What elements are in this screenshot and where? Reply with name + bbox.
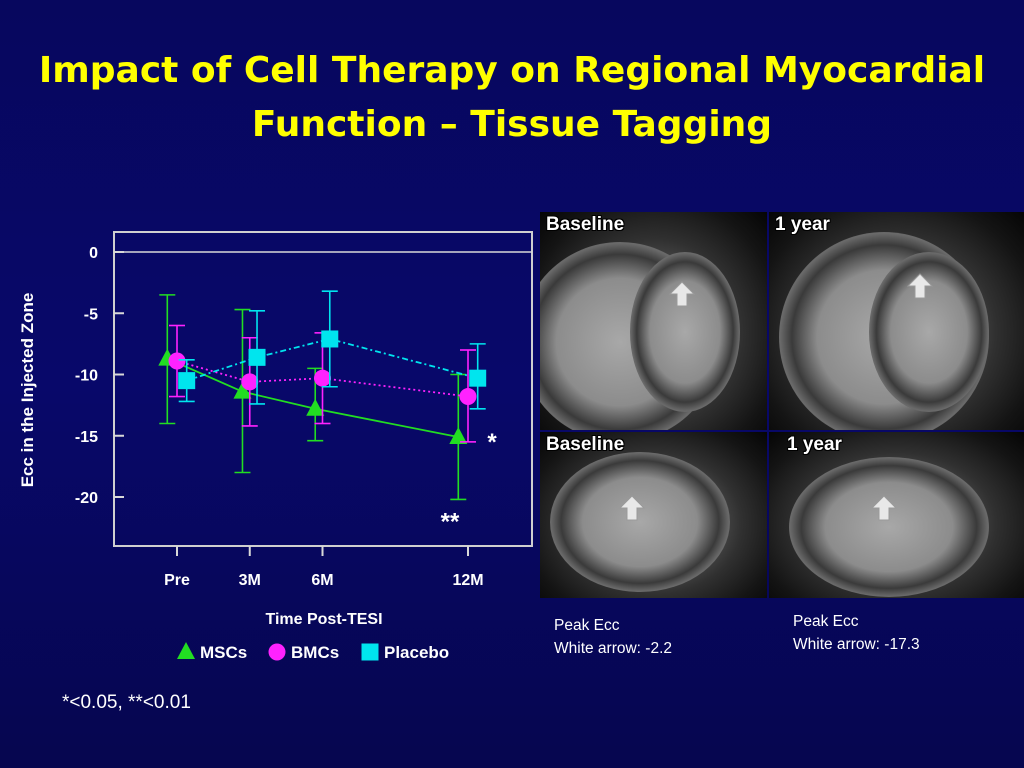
series-bmcs [168, 324, 477, 443]
caption-baseline: Peak Ecc White arrow: -2.2 [554, 614, 672, 660]
placebo-point [321, 330, 339, 348]
placebo-point [178, 372, 196, 390]
white-arrow-icon [906, 273, 934, 299]
placebo-point [248, 348, 266, 366]
caption-baseline-line-1: Peak Ecc [554, 617, 620, 634]
ecc-line-chart: 0 -5 -10 -15 -20 Pre 3M 6M 12M Ecc in the Inject… [18, 231, 533, 662]
bmc-point [168, 352, 186, 370]
series-placebo [178, 290, 487, 410]
bmc-point [268, 643, 286, 661]
caption-baseline-line-2: White arrow: -2.2 [554, 640, 673, 657]
bmc-point [459, 388, 477, 406]
significance-annotation: * [487, 429, 497, 456]
mri-image-grid: Baseline 1 year Baseline 1 year [536, 212, 1024, 598]
y-tick-label: -5 [84, 306, 98, 323]
white-arrow-icon [870, 495, 898, 521]
x-tick-label: 12M [452, 572, 483, 589]
chart-axes: 0 -5 -10 -15 -20 Pre 3M 6M 12M [75, 245, 532, 589]
caption-1-year: Peak Ecc White arrow: -17.3 [793, 610, 920, 656]
msc-point [306, 398, 325, 416]
msc-point [177, 642, 195, 659]
mri-label-baseline-top: Baseline [546, 214, 625, 235]
significance-annotation: ** [441, 508, 460, 535]
slide-title: Impact of Cell Therapy on Regional Myoca… [0, 44, 1024, 152]
placebo-point [469, 369, 487, 387]
msc-point [233, 381, 252, 399]
legend-label: BMCs [291, 643, 339, 662]
y-axis-label: Ecc in the Injected Zone [18, 293, 37, 488]
legend-label: MSCs [200, 643, 247, 662]
mri-label-baseline-bottom: Baseline [546, 434, 625, 455]
slide-title-line-2: Function – Tissue Tagging [251, 104, 773, 145]
bmc-point [314, 369, 331, 387]
chart-series-layer [158, 290, 487, 501]
y-tick-label: -20 [75, 490, 98, 507]
y-tick-label: -10 [75, 368, 98, 385]
placebo-point [361, 643, 379, 661]
chart-annotations: *** [441, 429, 498, 536]
series-mscs [158, 294, 468, 501]
x-tick-label: 3M [239, 572, 261, 589]
white-arrow-icon [668, 281, 696, 307]
caption-1-year-line-2: White arrow: -17.3 [793, 636, 920, 653]
series-line [176, 360, 469, 398]
bmc-point [241, 373, 259, 391]
y-tick-label: -15 [75, 429, 98, 446]
x-tick-label: 6M [311, 572, 333, 589]
series-line [186, 338, 478, 382]
caption-1-year-line-1: Peak Ecc [793, 613, 859, 630]
white-arrow-icon [618, 495, 646, 521]
legend-label: Placebo [384, 643, 449, 662]
mri-1-year-short-axis: 1 year [769, 212, 1024, 430]
mri-label-1-year-bottom: 1 year [787, 434, 842, 455]
mri-label-1-year-top: 1 year [775, 214, 830, 235]
slide-title-line-1: Impact of Cell Therapy on Regional Myoca… [38, 50, 986, 91]
x-axis-label: Time Post-TESI [265, 611, 382, 628]
x-tick-label: Pre [164, 572, 190, 589]
y-tick-label: 0 [89, 245, 98, 262]
msc-point [449, 426, 468, 444]
chart-legend: MSCs BMCs Placebo [177, 642, 449, 662]
mri-1-year-long-axis: 1 year [769, 432, 1024, 598]
significance-footnote: *<0.05, **<0.01 [62, 692, 191, 713]
mri-baseline-short-axis: Baseline [540, 212, 767, 430]
mri-baseline-long-axis: Baseline [540, 432, 767, 598]
